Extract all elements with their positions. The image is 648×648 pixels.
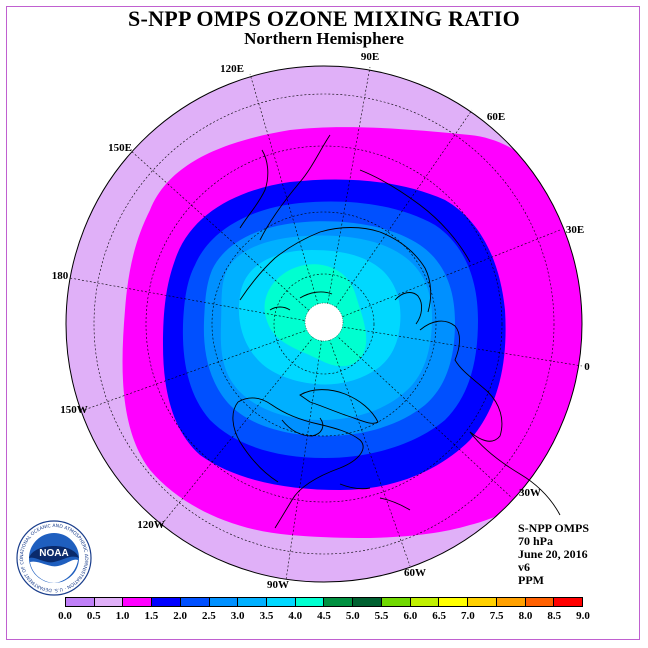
latitude-circle-40 [145,145,503,503]
coastline-pacific-rim [239,149,269,229]
colorbar-swatch [94,598,124,606]
lon-label-150e: 150E [108,142,132,154]
colorbar-swatch [468,598,497,606]
meridian-line [323,323,513,499]
latitude-circle-20 [93,93,555,555]
coastlines [232,134,561,529]
polar-data-gap [304,302,344,342]
colorbar-tick-label: 4.0 [288,610,303,622]
lon-label-120w: 120W [137,519,165,531]
coastline-north-america [232,397,364,529]
colorbar-tick-label: 8.5 [547,610,562,622]
coastline-africa [469,431,561,516]
colorbar [65,597,583,607]
colorbar-tick-label: 1.5 [144,610,159,622]
colorbar-tick-label: 6.0 [403,610,418,622]
colorbar-swatch [439,598,469,606]
colorbar-tick-label: 2.0 [173,610,187,622]
colorbar-tick-label: 0.5 [86,610,101,622]
colorbar-tick-label: 3.5 [259,610,274,622]
coastline-europe [419,320,503,442]
noaa-logo: NATIONAL OCEANIC AND ATMOSPHERIC ADMINIS… [14,516,92,601]
colorbar-swatch [180,598,210,606]
colorbar-tick-label: 7.5 [489,610,504,622]
colorbar-tick-label: 7.0 [461,610,475,622]
colorbar-swatch [324,598,354,606]
colorbar-tick-label: 5.0 [345,610,360,622]
colorbar-swatch [267,598,296,606]
latitude-circle-80 [273,273,375,375]
lon-label-30e: 30E [566,224,584,236]
meridian-line [161,323,325,525]
instrument-label: S-NPP OMPS [518,521,589,535]
version-label: v6 [518,560,530,574]
colorbar-tick-label: 6.5 [432,610,446,622]
colorbar-swatch [381,598,411,606]
colorbar-swatch [496,598,526,606]
colorbar-tick-label: 1.0 [115,610,130,622]
colorbar-tick-label: 3.0 [230,610,245,622]
colorbar-tick-label: 9.0 [576,610,590,622]
meridian-line [323,323,411,567]
lon-label-0: 0 [584,361,590,373]
map-title: S-NPP OMPS OZONE MIXING RATIO [127,6,521,31]
latitude-circle-60 [211,211,437,437]
map-outline [65,65,583,583]
meridian-line [249,73,325,325]
coastline-scandinavia [394,292,423,325]
colorbar-swatch [525,598,555,606]
colorbar-swatch [295,598,325,606]
colorbar-tick-label: 2.5 [202,610,216,622]
lon-label-30w: 30W [519,487,541,499]
colorbar-tick-label: 0.0 [58,610,72,622]
coastline-caribbean [339,483,411,511]
coastline-asia [239,134,471,313]
lon-label-90e: 90E [361,51,379,63]
graticule [69,66,583,581]
lon-label-60e: 60E [487,111,505,123]
figure-frame [6,6,640,640]
meridian-line [83,323,325,411]
lon-label-90w: 90W [267,579,289,591]
meridian-line [323,323,583,367]
units-label: PPM [518,573,544,587]
colorbar-tick-label: 5.5 [374,610,389,622]
coastline-hudson-bay [281,417,324,437]
meridian-line [323,66,371,325]
noaa-logo-text: NOAA [39,548,68,559]
colorbar-swatch [353,598,382,606]
pressure-level: 70 hPa [518,534,554,548]
colorbar-swatch [209,598,239,606]
colorbar-swatch [554,598,582,606]
map-subtitle: Northern Hemisphere [244,29,404,48]
lon-label-120e: 120E [220,63,244,75]
noaa-emblem-icon: NATIONAL OCEANIC AND ATMOSPHERIC ADMINIS… [14,516,92,596]
colorbar-swatch [410,598,440,606]
colorbar-swatch [123,598,153,606]
lon-label-60w: 60W [404,567,426,579]
meridian-line [323,109,473,325]
meridian-line [285,323,325,581]
lon-label-180: 180 [52,270,69,282]
coastline-siberia [269,291,333,311]
coastline-greenland [299,389,379,424]
colorbar-swatch [238,598,268,606]
colorbar-swatch [66,598,95,606]
date-label: June 20, 2016 [518,547,588,561]
lon-label-150w: 150W [60,404,88,416]
colorbar-tick-label: 4.5 [317,610,331,622]
meridian-line [69,277,325,325]
meridian-line [129,149,325,325]
colorbar-swatch [152,598,181,606]
colorbar-tick-label: 8.0 [518,610,533,622]
